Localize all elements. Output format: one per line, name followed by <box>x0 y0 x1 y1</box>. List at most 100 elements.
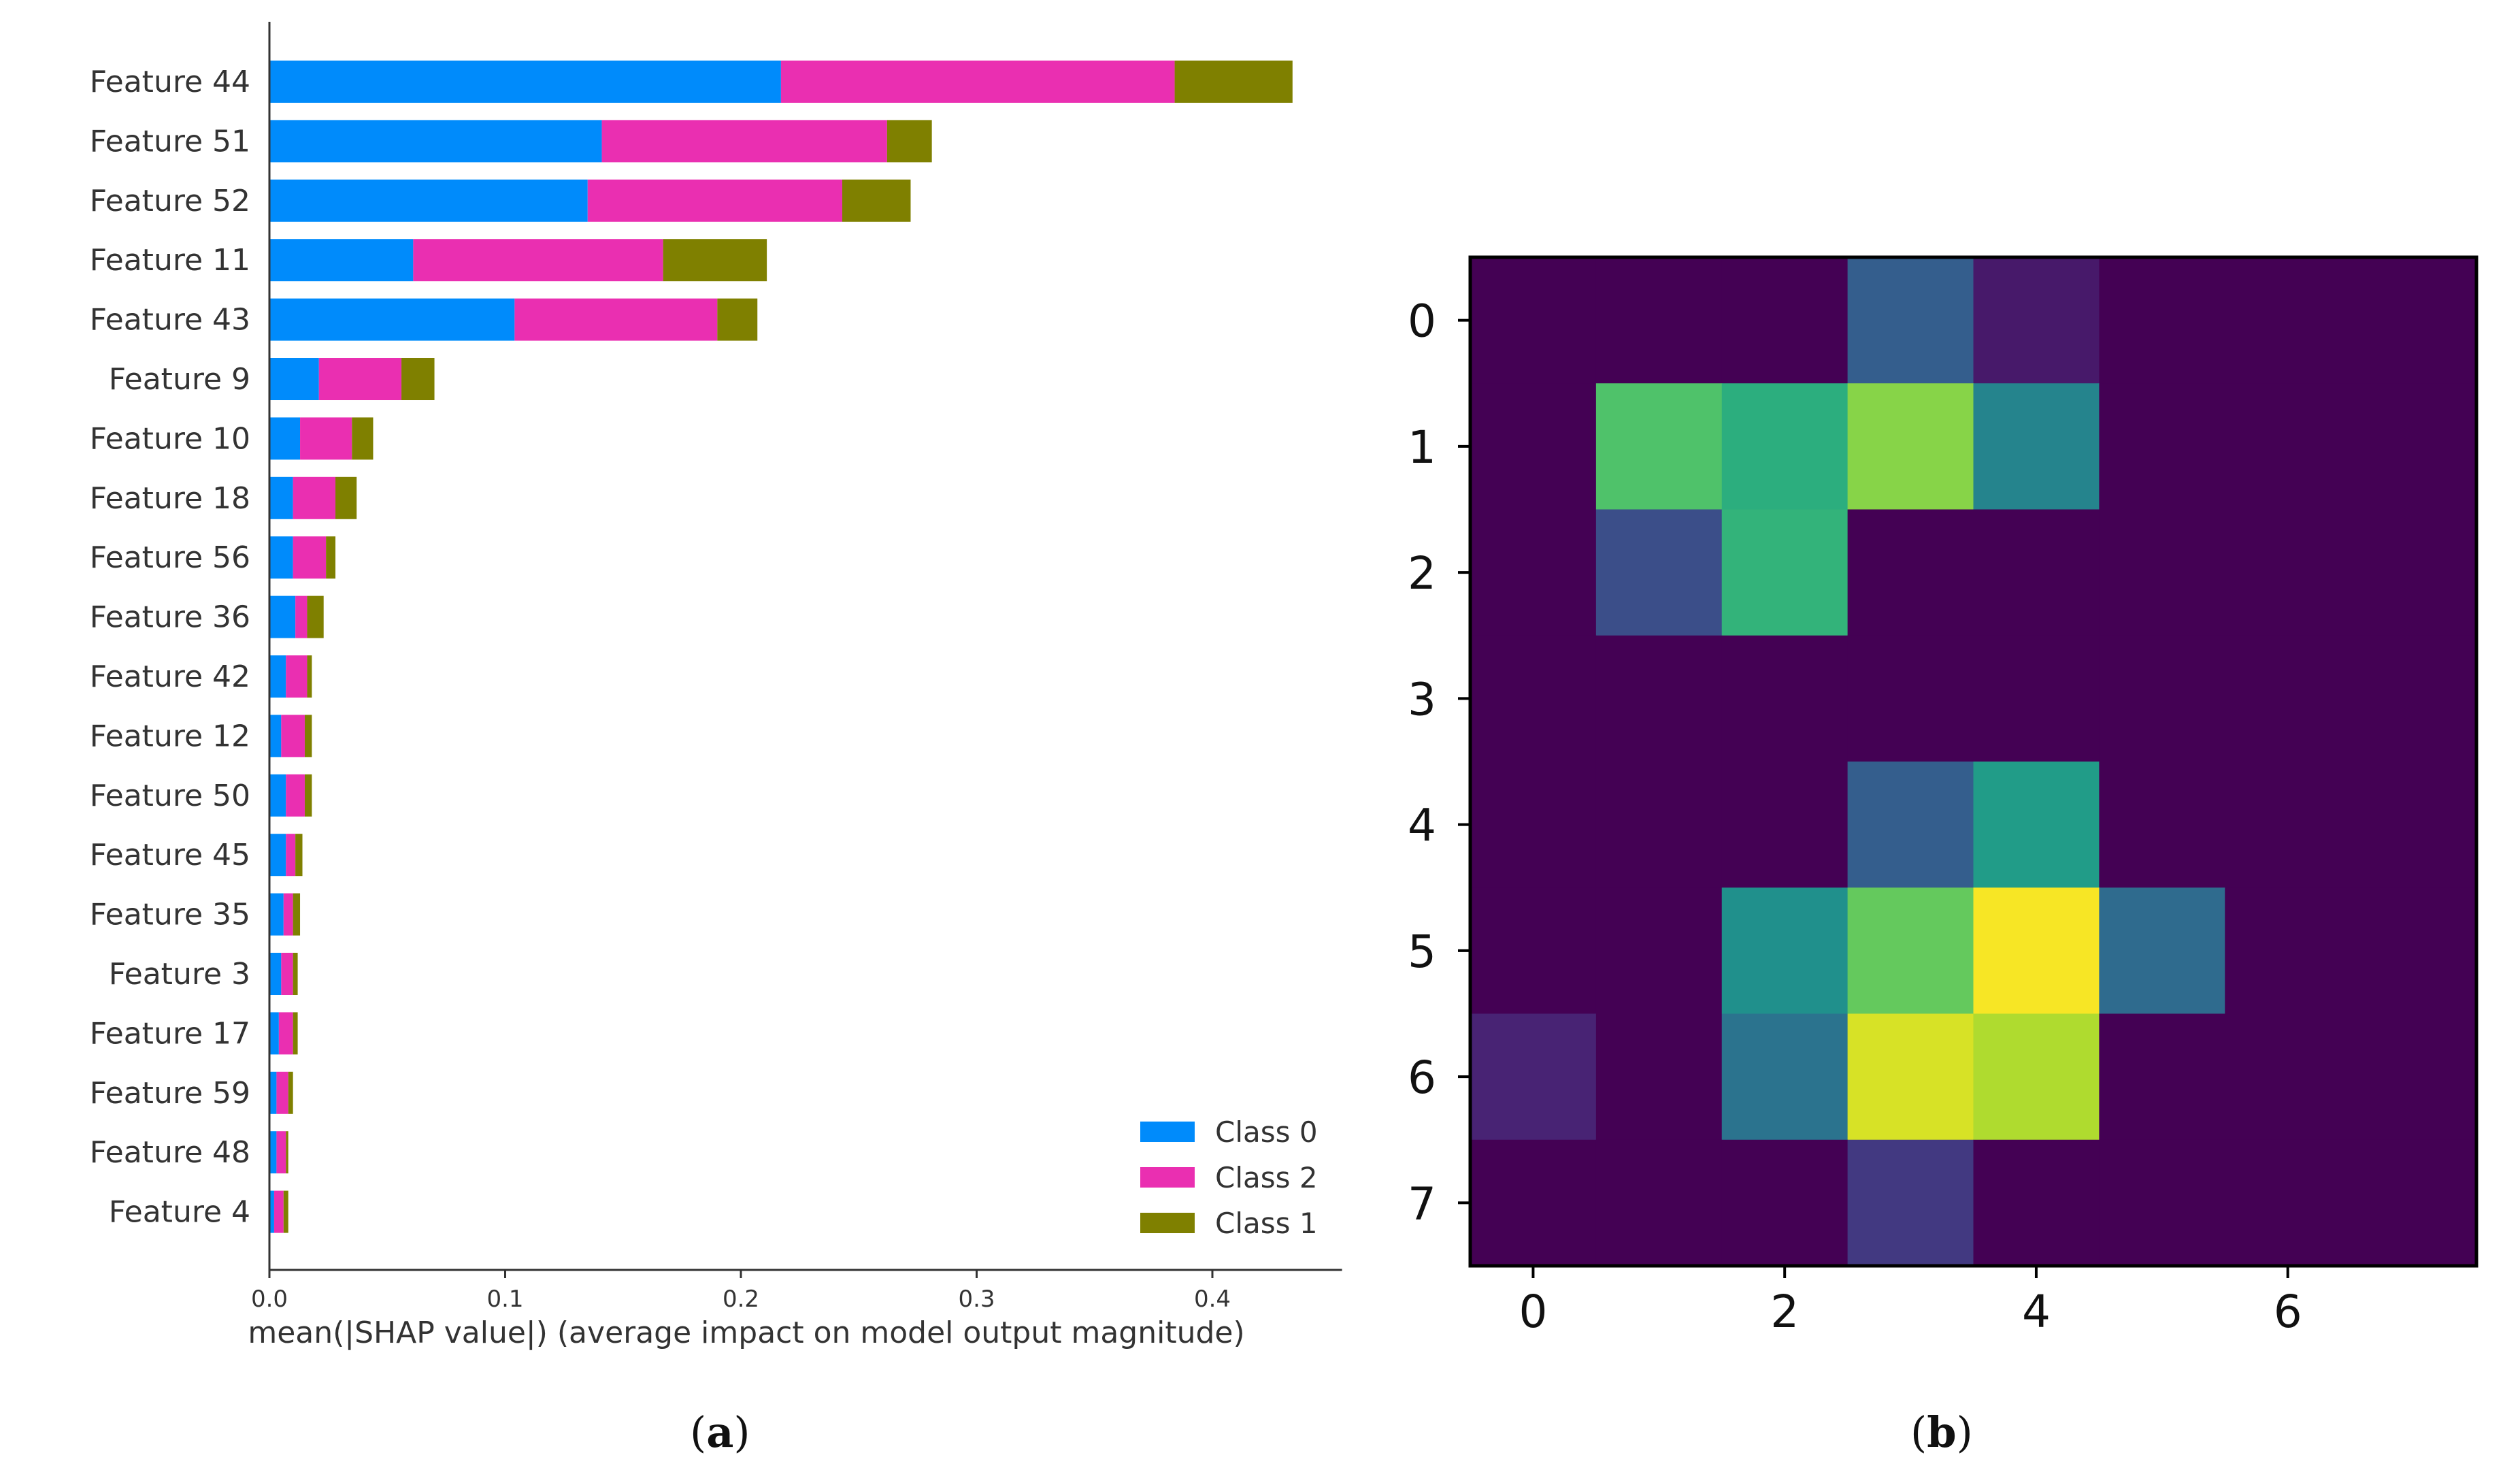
bar-feature-52-class-2 <box>587 179 842 222</box>
bar-feature-36-class-1 <box>307 595 324 638</box>
heatmap-x-ticks: 0 2 4 6 <box>1519 1266 2302 1338</box>
heatmap-cell-7-5 <box>2099 1139 2225 1267</box>
heatmap-cell-4-3 <box>1847 762 1974 888</box>
legend-label-class-2: Class 2 <box>1215 1161 1318 1194</box>
heatmap-cell-6-1 <box>1595 1013 1723 1141</box>
bar-feature-44-class-0 <box>269 61 781 103</box>
bar-feature-12-class-0 <box>269 715 282 757</box>
y-tick-label: Feature 17 <box>90 1016 250 1051</box>
y-tick-label: Feature 9 <box>109 362 250 397</box>
legend-swatch-class-1 <box>1140 1213 1195 1233</box>
bar-feature-56-class-2 <box>293 536 327 579</box>
y-tick-label: Feature 51 <box>90 124 250 159</box>
bar-feature-44-class-2 <box>780 61 1175 103</box>
heatmap-y-tick-label: 2 <box>1408 547 1436 600</box>
shap-bar-chart: Feature 44 Feature 51 Feature 52 Feature 11… <box>90 22 1342 1350</box>
bar-feature-12-class-1 <box>304 715 312 757</box>
panel-label-a-letter: a <box>706 1407 734 1457</box>
y-tick-label: Feature 10 <box>90 421 250 456</box>
bar-feature-17-class-2 <box>278 1012 293 1055</box>
heatmap-cell-2-0 <box>1470 509 1597 636</box>
heatmap-cell-1-2 <box>1721 383 1848 510</box>
bar-feature-4-class-1 <box>283 1190 288 1233</box>
bar-feature-45-class-1 <box>295 834 303 877</box>
bar-feature-17-class-0 <box>269 1012 279 1055</box>
x-tick-label: 0.4 <box>1194 1286 1231 1313</box>
heatmap-cells <box>1470 257 2477 1267</box>
legend-label-class-1: Class 1 <box>1215 1207 1318 1240</box>
bar-feature-43-class-2 <box>514 298 718 341</box>
bar-feature-3-class-0 <box>269 953 282 995</box>
bar-feature-52-class-0 <box>269 179 588 222</box>
bar-feature-11-class-2 <box>413 239 663 282</box>
panel-label-b: (b) <box>1910 1407 1973 1457</box>
panel-label-b-close: ) <box>1956 1407 1973 1457</box>
y-tick-label: Feature 42 <box>90 659 250 694</box>
bar-feature-18-class-0 <box>269 476 293 519</box>
bar-feature-9-class-2 <box>318 358 402 400</box>
heatmap-cell-3-4 <box>1973 635 2100 762</box>
heatmap-cell-3-1 <box>1595 635 1723 762</box>
bar-feature-45-class-0 <box>269 834 286 877</box>
bar-feature-44-class-1 <box>1174 61 1293 103</box>
heatmap-cell-0-0 <box>1470 257 1597 384</box>
bar-feature-48-class-0 <box>269 1131 277 1174</box>
heatmap-y-tick-label: 1 <box>1408 421 1436 474</box>
y-tick-label: Feature 36 <box>90 600 250 635</box>
panel-label-a-close: ) <box>733 1407 750 1457</box>
bar-feature-35-class-0 <box>269 893 284 936</box>
heatmap-cell-4-5 <box>2099 762 2225 888</box>
heatmap-x-tick-label: 0 <box>1519 1286 1547 1338</box>
heatmap-cell-4-4 <box>1973 762 2100 888</box>
bar-feature-51-class-0 <box>269 120 602 163</box>
bar-feature-51-class-2 <box>601 120 887 163</box>
bar-feature-48-class-1 <box>286 1131 288 1174</box>
bar-feature-35-class-2 <box>283 893 293 936</box>
bar-feature-9-class-0 <box>269 358 319 400</box>
heatmap-cell-6-6 <box>2225 1013 2351 1141</box>
heatmap-chart: 0 2 4 6 0 1 2 3 4 5 6 7 <box>1408 255 2478 1338</box>
bar-feature-36-class-2 <box>295 595 308 638</box>
heatmap-cell-1-1 <box>1595 383 1723 510</box>
y-tick-label: Feature 3 <box>109 957 250 992</box>
x-tick-label: 0.2 <box>723 1286 759 1313</box>
heatmap-frame <box>1468 255 2478 1268</box>
heatmap-cell-6-7 <box>2351 1013 2477 1141</box>
heatmap-cell-0-1 <box>1595 257 1723 384</box>
x-tick-label: 0.3 <box>958 1286 995 1313</box>
panel-label-a: (a) <box>690 1407 750 1457</box>
bar-feature-59-class-2 <box>276 1071 288 1114</box>
bar-feature-42-class-2 <box>286 655 308 698</box>
heatmap-cell-5-1 <box>1595 887 1723 1015</box>
y-tick-label: Feature 43 <box>90 303 250 338</box>
x-tick-label: 0.1 <box>486 1286 523 1313</box>
heatmap-cell-4-1 <box>1595 762 1723 888</box>
bar-feature-18-class-1 <box>335 476 357 519</box>
y-tick-label: Feature 59 <box>90 1076 250 1111</box>
bar-feature-11-class-1 <box>663 239 767 282</box>
bar-feature-4-class-0 <box>269 1190 274 1233</box>
heatmap-y-tick-label: 7 <box>1408 1177 1436 1230</box>
heatmap-cell-7-3 <box>1847 1139 1974 1267</box>
bar-feature-9-class-1 <box>401 358 435 400</box>
heatmap-cell-2-4 <box>1973 509 2100 636</box>
y-tick-label: Feature 11 <box>90 243 250 278</box>
heatmap-cell-6-0 <box>1470 1013 1597 1141</box>
heatmap-y-tick-label: 6 <box>1408 1051 1436 1104</box>
heatmap-cell-3-0 <box>1470 635 1597 762</box>
y-tick-label: Feature 18 <box>90 481 250 516</box>
heatmap-y-tick-label: 5 <box>1408 926 1436 978</box>
heatmap-y-tick-label: 3 <box>1408 673 1436 725</box>
bar-feature-59-class-1 <box>288 1071 293 1114</box>
heatmap-cell-2-6 <box>2225 509 2351 636</box>
heatmap-cell-1-3 <box>1847 383 1974 510</box>
panel-label-a-open: ( <box>690 1407 707 1457</box>
bar-feature-42-class-1 <box>307 655 312 698</box>
y-tick-label: Feature 52 <box>90 184 250 218</box>
bar-feature-17-class-1 <box>293 1012 298 1055</box>
y-tick-label: Feature 44 <box>90 65 250 99</box>
y-tick-labels: Feature 44 Feature 51 Feature 52 Feature 11… <box>90 65 250 1230</box>
bar-feature-56-class-0 <box>269 536 293 579</box>
legend: Class 0 Class 2 Class 1 <box>1140 1115 1318 1240</box>
bar-feature-11-class-0 <box>269 239 414 282</box>
